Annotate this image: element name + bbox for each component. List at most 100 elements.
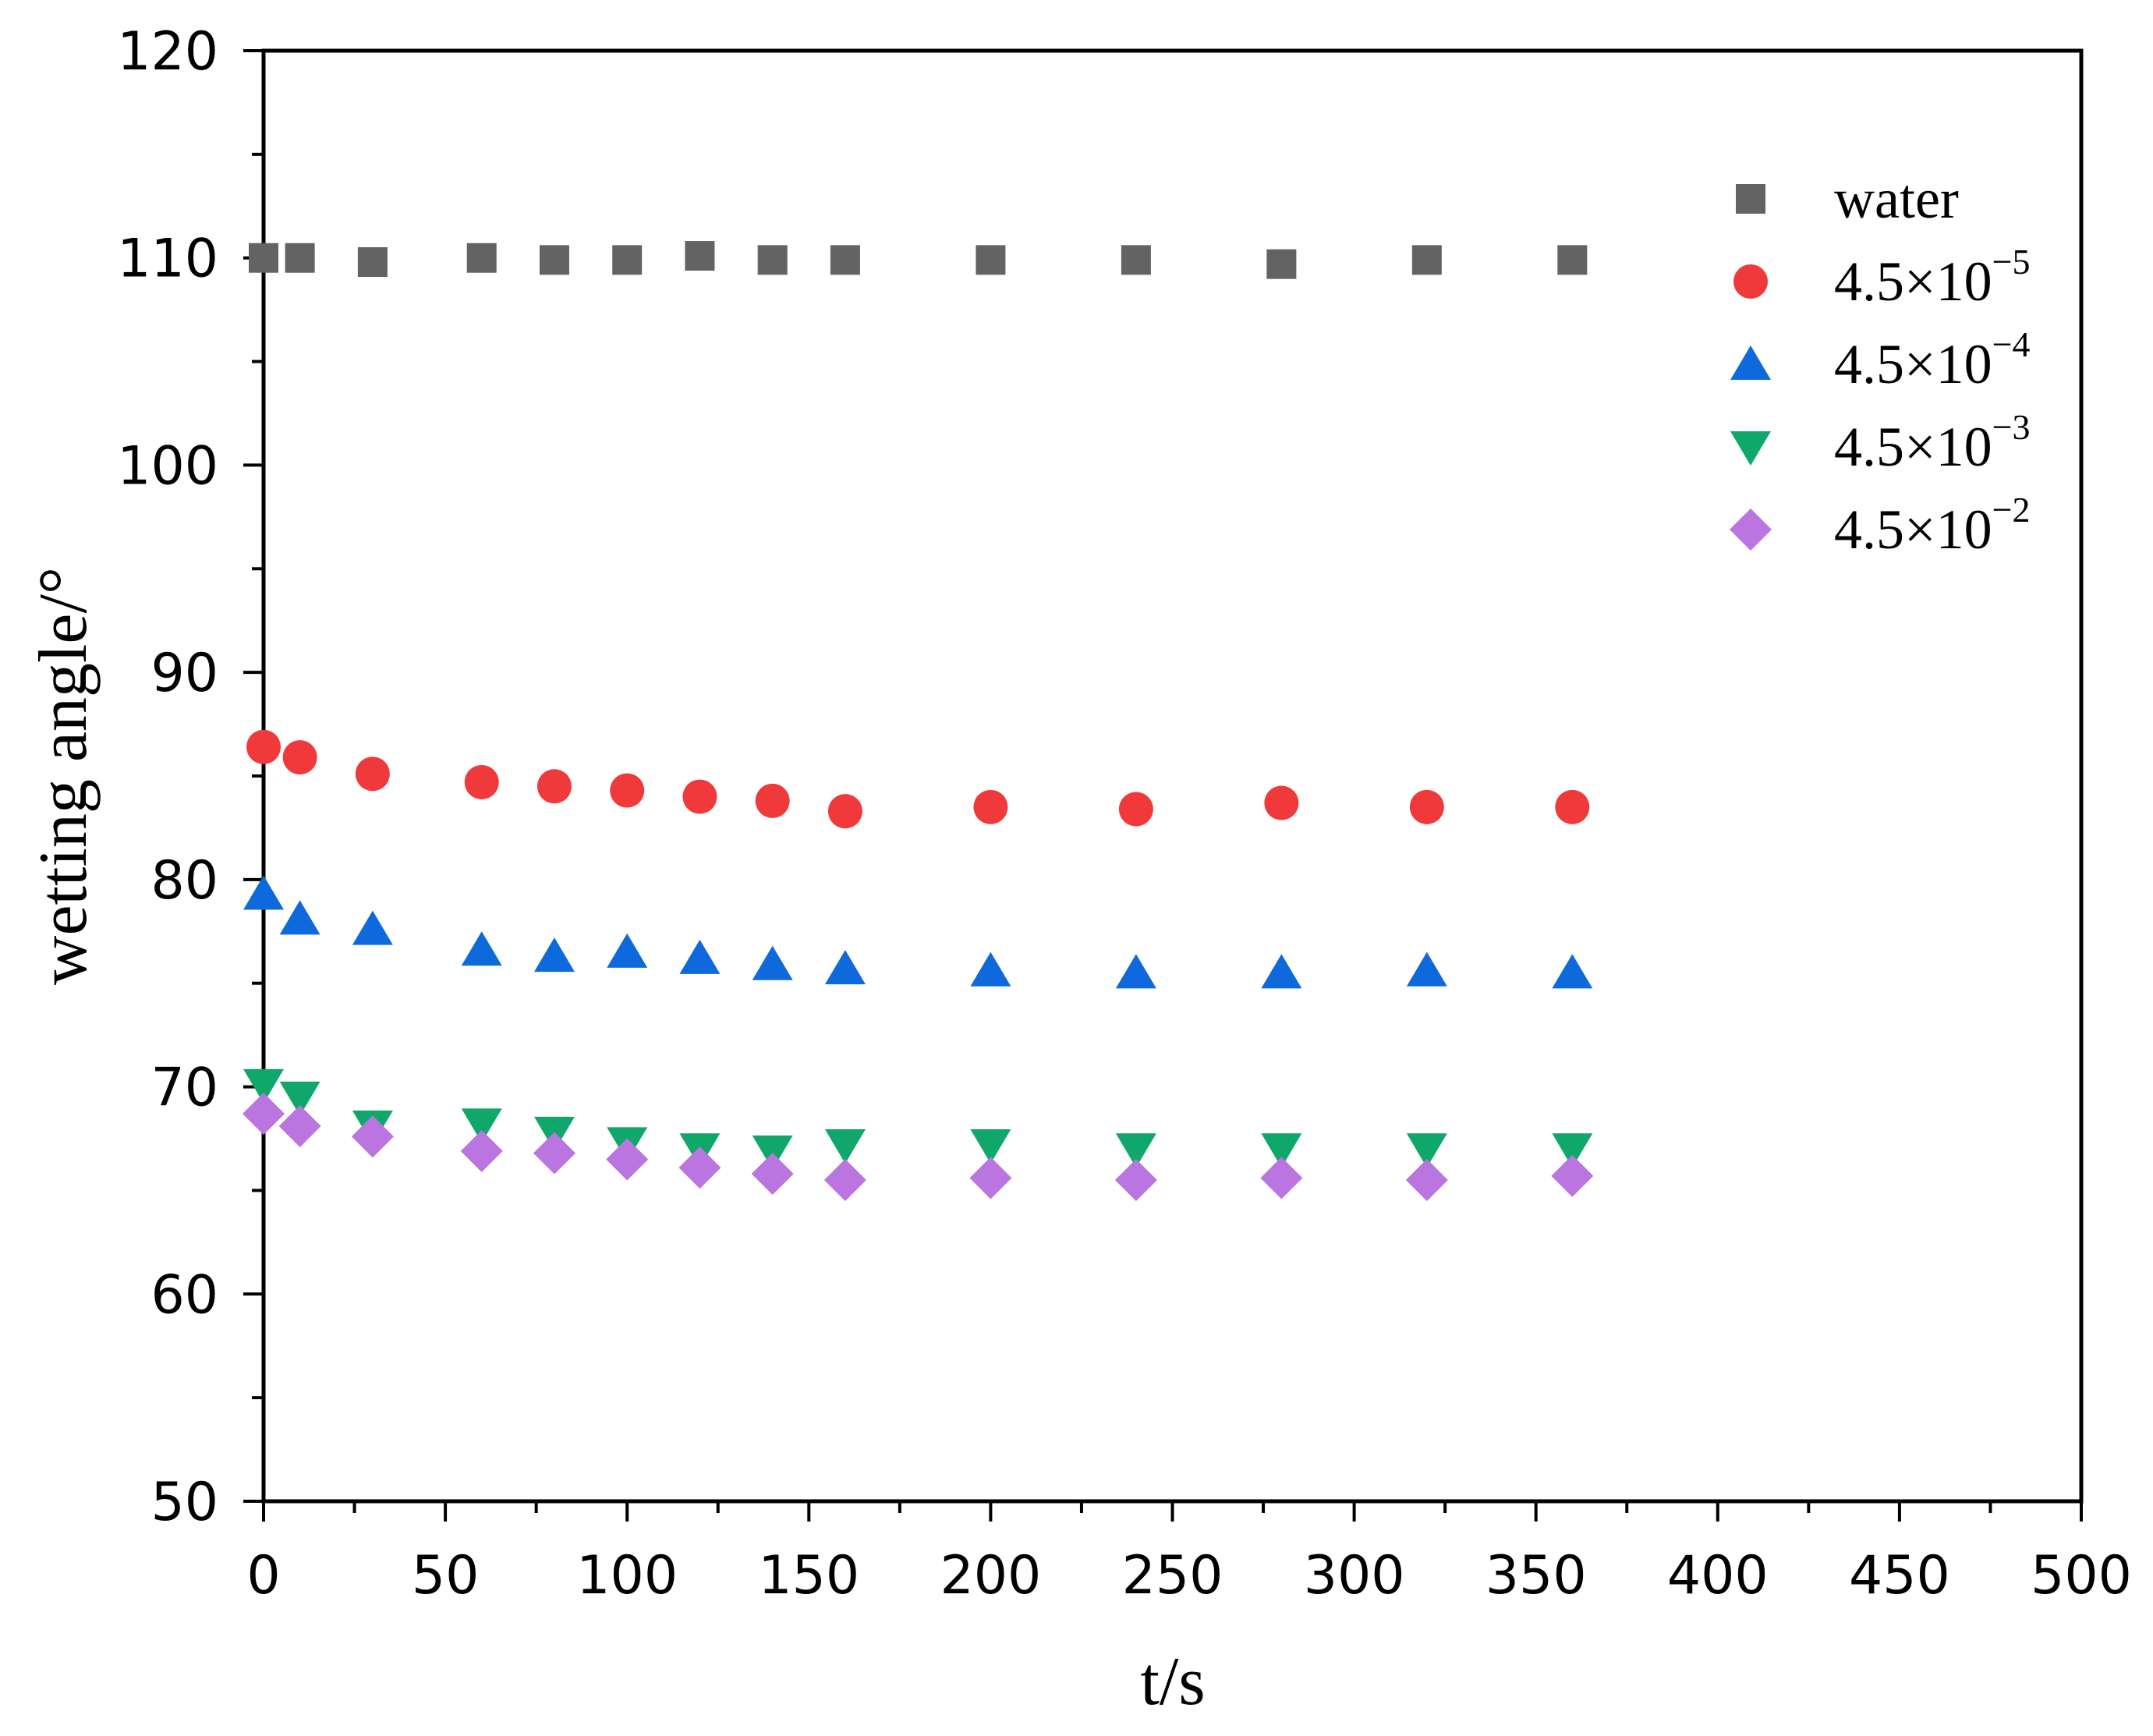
data-point: [757, 245, 788, 275]
data-point: [1552, 954, 1593, 989]
data-point: [751, 1153, 794, 1196]
data-point: [682, 779, 717, 814]
data-point: [1121, 245, 1151, 275]
data-point: [1555, 789, 1590, 824]
data-point: [461, 1108, 502, 1143]
data-point: [536, 769, 572, 804]
legend-label: 4.5×10−5: [1834, 242, 2031, 313]
data-point: [678, 1146, 721, 1189]
legend-item: 4.5×10−4: [1730, 324, 2031, 395]
data-point: [973, 789, 1008, 824]
legend-label: water: [1834, 168, 1959, 230]
legend-marker: [1730, 431, 1771, 466]
y-tick-label: 100: [117, 435, 218, 497]
data-point: [464, 764, 499, 799]
data-point: [279, 1081, 320, 1116]
x-tick-label: 250: [1122, 1545, 1223, 1607]
legend-item: 4.5×10−5: [1733, 242, 2031, 313]
data-point: [1557, 245, 1588, 275]
series-4: [243, 1093, 1594, 1202]
x-tick-label: 300: [1304, 1545, 1405, 1607]
data-point: [607, 933, 648, 968]
series-1: [246, 729, 1590, 829]
legend-label: 4.5×10−4: [1834, 324, 2031, 395]
data-point: [243, 1093, 285, 1135]
data-point: [755, 783, 790, 818]
data-point: [279, 900, 320, 935]
y-tick-label: 120: [117, 21, 218, 83]
series-0: [249, 241, 1588, 279]
data-point: [355, 756, 390, 792]
plot-frame: [261, 48, 2084, 1504]
legend-item: 4.5×10−3: [1730, 407, 2031, 478]
axis-tick-labels: 0 50 100 150 200 250 300 350 400 450 500 50 60 70 80 90…: [117, 21, 2132, 1607]
data-point: [246, 729, 281, 764]
data-point: [1411, 245, 1442, 275]
data-point: [824, 1128, 866, 1164]
x-tick-label: 0: [246, 1545, 280, 1607]
data-point: [970, 951, 1011, 987]
data-point: [1114, 1159, 1157, 1202]
y-tick-label: 60: [150, 1264, 218, 1326]
y-tick-label: 90: [150, 643, 218, 704]
series-3: [243, 1068, 1593, 1170]
data-point: [1261, 954, 1302, 989]
data-point: [1552, 1133, 1593, 1168]
data-point: [357, 247, 388, 278]
x-tick-label: 150: [758, 1545, 859, 1607]
y-tick-label: 50: [150, 1472, 218, 1533]
data-point: [1405, 1159, 1448, 1202]
legend-item: water: [1736, 168, 1959, 230]
data-point: [1406, 951, 1447, 987]
y-tick-label: 80: [150, 850, 218, 912]
data-point: [685, 241, 715, 271]
legend: water 4.5×10−5 4.5×10−4 4.5×10−3 4.5×10−2: [1730, 168, 2031, 561]
data-point: [466, 243, 497, 273]
data-point: [752, 1135, 793, 1170]
x-tick-label: 50: [412, 1545, 480, 1607]
data-point: [1118, 792, 1153, 827]
data-point: [1264, 785, 1299, 820]
x-tick-label: 450: [1849, 1545, 1950, 1607]
y-axis-title: wetting angle/°: [26, 567, 101, 985]
data-point: [1266, 249, 1297, 279]
y-tick-label: 110: [117, 229, 218, 290]
data-point: [830, 245, 860, 275]
data-point: [243, 1068, 284, 1104]
data-point: [827, 794, 862, 829]
data-point: [823, 1159, 866, 1202]
data-point: [533, 937, 575, 973]
data-point: [1115, 1133, 1156, 1168]
data-point: [612, 245, 643, 275]
data-point: [1115, 954, 1156, 989]
x-tick-label: 400: [1667, 1545, 1769, 1607]
data-point: [533, 1132, 575, 1174]
data-point: [679, 939, 721, 974]
x-tick-label: 100: [576, 1545, 678, 1607]
axis-ticks: [243, 49, 2083, 1522]
data-point: [243, 875, 284, 910]
data-point: [460, 1129, 503, 1172]
data-point: [976, 245, 1006, 275]
data-points: [243, 241, 1594, 1202]
data-point: [752, 945, 793, 980]
legend-marker: [1730, 508, 1772, 551]
data-point: [461, 931, 502, 966]
data-point: [1551, 1154, 1594, 1197]
legend-marker: [1736, 184, 1765, 214]
data-point: [1406, 1133, 1447, 1168]
data-point: [249, 243, 278, 273]
data-point: [282, 740, 317, 775]
legend-marker: [1733, 264, 1768, 299]
data-point: [969, 1157, 1012, 1199]
series-2: [243, 875, 1593, 989]
x-tick-label: 200: [940, 1545, 1042, 1607]
data-point: [1261, 1133, 1302, 1168]
legend-marker: [1730, 345, 1771, 380]
data-point: [1409, 789, 1444, 824]
x-tick-label: 500: [2031, 1545, 2132, 1607]
data-point: [351, 1115, 394, 1158]
data-point: [1260, 1157, 1303, 1199]
x-axis-title: t/s: [1140, 1644, 1205, 1720]
